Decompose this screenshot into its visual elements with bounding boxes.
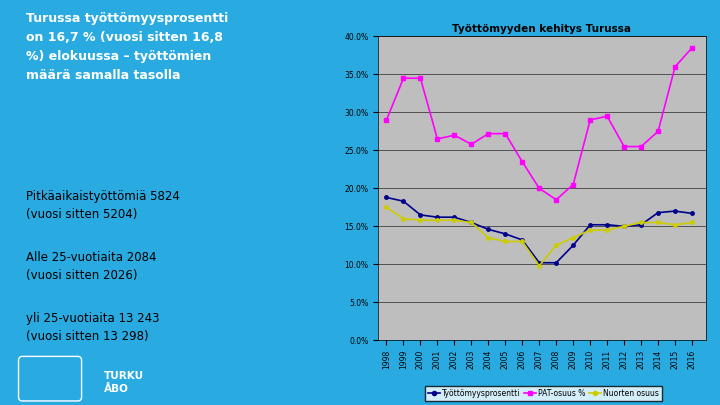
Text: Turussa työttömyysprosentti
on 16,7 % (vuosi sitten 16,8
%) elokuussa – työttömi: Turussa työttömyysprosentti on 16,7 % (v… — [26, 12, 228, 82]
Legend: Työttömyysprosentti, PAT-osuus %, Nuorten osuus: Työttömyysprosentti, PAT-osuus %, Nuorte… — [426, 386, 662, 401]
Text: yli 25-vuotiaita 13 243
(vuosi sitten 13 298): yli 25-vuotiaita 13 243 (vuosi sitten 13… — [26, 312, 159, 343]
Text: Alle 25-vuotiaita 2084
(vuosi sitten 2026): Alle 25-vuotiaita 2084 (vuosi sitten 202… — [26, 251, 156, 282]
Text: Pitkäaikaistyöttömiä 5824
(vuosi sitten 5204): Pitkäaikaistyöttömiä 5824 (vuosi sitten … — [26, 190, 180, 222]
FancyBboxPatch shape — [19, 356, 81, 401]
Text: ♜: ♜ — [44, 372, 56, 386]
Title: Työttömyyden kehitys Turussa: Työttömyyden kehitys Turussa — [452, 24, 631, 34]
Text: TURKU
ÅBO: TURKU ÅBO — [104, 371, 144, 394]
